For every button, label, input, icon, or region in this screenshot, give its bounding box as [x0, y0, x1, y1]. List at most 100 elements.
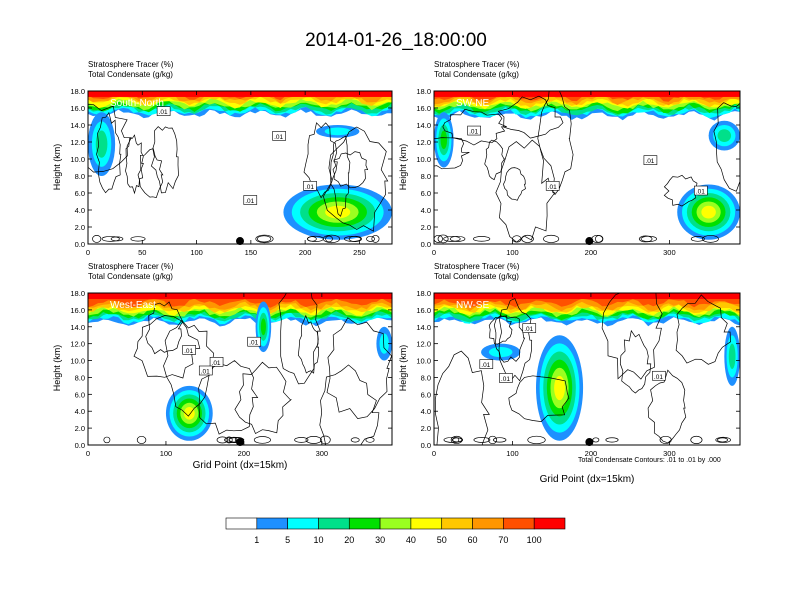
contour-5 — [503, 167, 526, 201]
contour-label-box — [652, 370, 666, 381]
low-contour-8 — [594, 235, 604, 243]
tracer-blob-2-5 — [324, 127, 351, 136]
y-tick-label: 8.0 — [421, 373, 431, 382]
location-marker — [585, 237, 594, 246]
low-contour-2 — [690, 435, 703, 444]
contour-6 — [319, 364, 380, 445]
labelbar-label: 50 — [437, 535, 447, 545]
contour-label-box — [545, 181, 560, 191]
y-axis-title: Height (km) — [52, 143, 62, 190]
y-tick-label: 16.0 — [70, 306, 85, 315]
contour-label: .01 — [469, 129, 478, 136]
labelbar-label: 100 — [527, 535, 542, 545]
y-tick-label: 2.0 — [75, 424, 85, 433]
contour-3 — [619, 329, 652, 394]
low-contour-4 — [659, 435, 672, 444]
low-contour-6 — [136, 435, 147, 444]
low-contour-9 — [521, 234, 534, 243]
y-tick-label: 2.0 — [75, 223, 85, 232]
contour-label: .01 — [696, 189, 705, 196]
contour-label: .01 — [548, 184, 557, 191]
tracer-blob-0-40 — [183, 407, 195, 420]
panel-south-north: .01 .01 .01 .01 0.0 2.0 4.0 6.0 8.0 10.0 12.0 14.0 1… — [70, 87, 393, 257]
low-contour-3 — [640, 235, 657, 242]
contour-8 — [125, 134, 144, 195]
labelbar-label: 5 — [285, 535, 290, 545]
x-tick-label: 0 — [432, 248, 436, 257]
contour-0 — [137, 148, 164, 199]
contour-1 — [96, 111, 122, 194]
y-tick-label: 8.0 — [75, 172, 85, 181]
low-contour-13 — [690, 236, 705, 242]
tracer-blob-0-10 — [95, 130, 108, 158]
low-contour-1 — [443, 235, 461, 242]
y-tick-label: 8.0 — [75, 373, 85, 382]
contour-note: Total Condensate Contours: .01 to .01 by… — [578, 457, 721, 464]
tracer-blob-1-40 — [701, 205, 716, 219]
low-contour-6 — [492, 437, 507, 443]
contour-label-box — [156, 106, 171, 116]
contour-6 — [493, 315, 526, 363]
panel-header-2: Total Condensate (g/kg) — [434, 70, 519, 79]
panel-west-east: .01.01.01.010.02.04.06.08.010.012.014.01… — [70, 289, 393, 458]
tracer-cap — [88, 91, 392, 97]
y-tick-label: 4.0 — [75, 407, 85, 416]
labelbar-box — [441, 517, 473, 530]
panel-header-2: Total Condensate (g/kg) — [434, 272, 519, 281]
low-contour-1 — [715, 436, 731, 443]
labelbar-box — [472, 517, 504, 530]
labelbar-box — [410, 517, 443, 530]
plot-area — [88, 91, 392, 244]
low-contour-6 — [256, 235, 272, 243]
labelbar-box — [379, 517, 412, 530]
y-tick-label: 12.0 — [70, 138, 85, 147]
location-marker — [585, 438, 594, 447]
y-tick-label: 4.0 — [421, 407, 431, 416]
panel-header-1: Stratosphere Tracer (%) — [434, 262, 520, 271]
x-tick-label: 100 — [506, 248, 519, 257]
condensate-contours — [434, 293, 731, 445]
x-tick-label: 250 — [353, 248, 366, 257]
y-tick-label: 14.0 — [416, 121, 431, 130]
y-tick-label: 10.0 — [70, 155, 85, 164]
low-contour-9 — [450, 435, 463, 444]
y-tick-label: 16.0 — [416, 306, 431, 315]
panel-header-1: Stratosphere Tracer (%) — [88, 262, 174, 271]
contour-label-box — [198, 365, 213, 376]
contour-4 — [713, 102, 740, 192]
y-tick-label: 4.0 — [75, 206, 85, 215]
labelbar-label: 30 — [375, 535, 385, 545]
contour-label: .01 — [305, 184, 314, 191]
condensate-contours — [88, 104, 389, 244]
contour-label: .01 — [501, 376, 510, 383]
plot-area — [434, 293, 740, 445]
panel-header-1: Stratosphere Tracer (%) — [434, 60, 520, 69]
labelbar-label: 70 — [498, 535, 508, 545]
low-contour-5 — [702, 235, 719, 243]
x-tick-label: 200 — [238, 449, 251, 458]
low-contour-5 — [350, 437, 360, 443]
contour-label-box — [243, 195, 258, 205]
plot-area — [88, 293, 392, 445]
x-tick-label: 300 — [316, 449, 329, 458]
y-tick-label: 10.0 — [70, 357, 85, 366]
x-tick-label: 300 — [663, 248, 676, 257]
labelbar: 1 5 10 20 30 40 50 60 70 100 — [225, 517, 566, 545]
y-tick-label: 0.0 — [75, 441, 85, 450]
tracer-blob-1-5 — [488, 347, 513, 358]
contour-label-box — [247, 336, 261, 347]
low-contour-8 — [592, 437, 600, 443]
low-contour-11 — [216, 436, 229, 444]
contour-8 — [537, 91, 574, 196]
low-contour-2 — [294, 437, 309, 443]
contour-3 — [484, 139, 506, 181]
y-tick-label: 6.0 — [421, 390, 431, 399]
low-contour-10 — [325, 235, 333, 243]
y-tick-label: 18.0 — [70, 289, 85, 298]
low-contour-0 — [225, 436, 233, 444]
low-contour-12 — [449, 235, 466, 242]
x-tick-label: 0 — [432, 449, 436, 458]
low-contour-12 — [473, 437, 491, 443]
low-contour-7 — [305, 435, 322, 444]
